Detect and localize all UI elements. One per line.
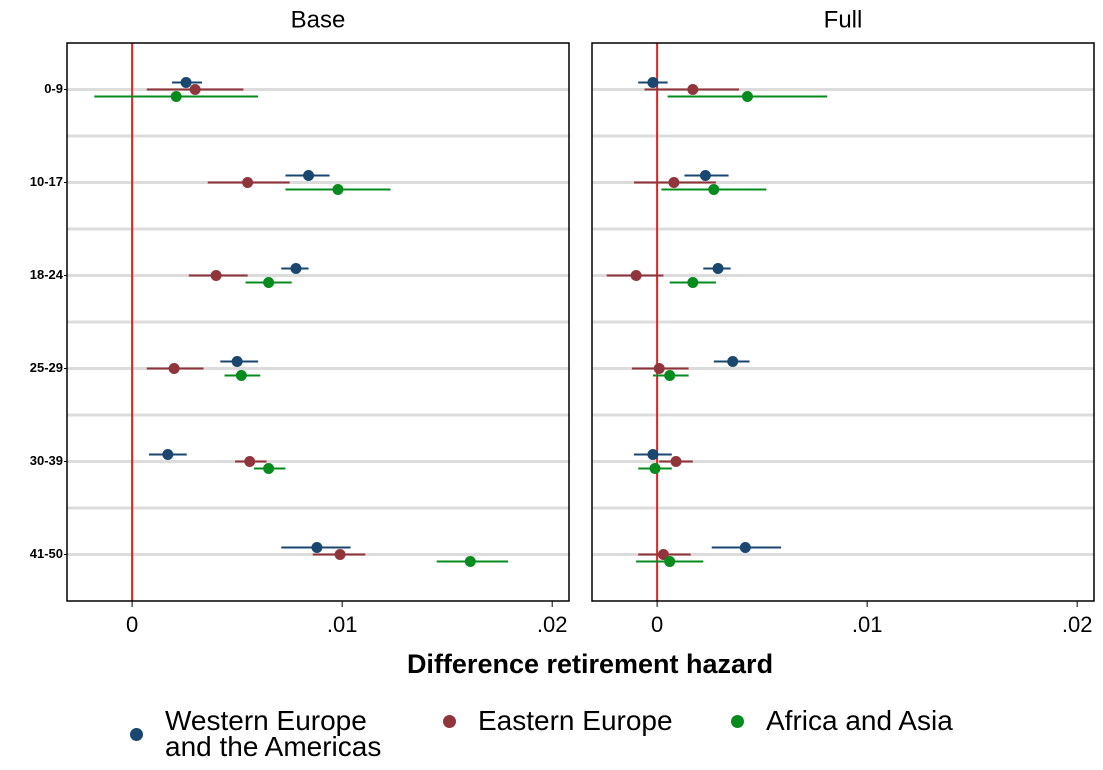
point: [739, 542, 751, 553]
x-tick-label: 0: [651, 612, 663, 637]
point: [290, 263, 302, 274]
point: [180, 77, 192, 88]
point: [664, 370, 676, 381]
point: [332, 184, 344, 195]
legend-item: Western Europe and the Americas: [130, 705, 400, 762]
point: [727, 356, 739, 367]
point: [303, 170, 315, 181]
x-tick-label: 0: [126, 612, 138, 637]
point: [647, 77, 659, 88]
legend-item: Eastern Europe: [443, 705, 728, 736]
legend-marker: [731, 714, 744, 728]
point: [263, 463, 275, 474]
point: [464, 556, 476, 567]
point: [210, 270, 222, 281]
point: [630, 270, 642, 281]
y-tick-label: 41-50: [30, 546, 63, 561]
x-tick-label: .01: [852, 612, 883, 637]
point: [647, 449, 659, 460]
legend-label: Africa and Asia: [766, 705, 953, 736]
legend-marker: [130, 727, 143, 741]
point: [653, 363, 665, 374]
point: [244, 456, 256, 467]
point: [242, 177, 254, 188]
point: [657, 549, 669, 560]
point: [189, 84, 201, 95]
point: [687, 84, 699, 95]
point: [231, 356, 243, 367]
legend-item: Africa and Asia: [731, 705, 1026, 736]
y-tick-label: 0-9: [44, 81, 63, 96]
point: [168, 363, 180, 374]
point: [311, 542, 323, 553]
point: [235, 370, 247, 381]
point: [664, 556, 676, 567]
legend-marker: [443, 714, 456, 728]
point: [162, 449, 174, 460]
x-axis-label: Difference retirement hazard: [407, 649, 773, 679]
point: [708, 184, 720, 195]
point: [687, 277, 699, 288]
point: [649, 463, 661, 474]
panel-title: Base: [291, 6, 346, 33]
x-tick-label: .02: [537, 612, 568, 637]
point: [670, 456, 682, 467]
y-tick-label: 18-24: [30, 267, 64, 282]
panel-title: Full: [824, 6, 863, 33]
point: [699, 170, 711, 181]
y-tick-label: 30-39: [30, 453, 63, 468]
chart: Base 0-9 10-17 18-24 25-29 30-39 41-50 0 .01 .02 D…: [30, 6, 1095, 679]
point: [712, 263, 724, 274]
x-tick-label: .02: [1062, 612, 1093, 637]
point: [170, 91, 182, 102]
legend-label: Eastern Europe: [478, 705, 673, 736]
point: [334, 549, 346, 560]
y-tick-label: 10-17: [30, 174, 63, 189]
panel-frame: [591, 42, 1095, 602]
panel-frame: [66, 42, 570, 602]
legend-label: Western Europe and the Americas: [165, 705, 382, 762]
point: [668, 177, 680, 188]
y-tick-label: 25-29: [30, 360, 63, 375]
x-tick-label: .01: [327, 612, 358, 637]
point: [263, 277, 275, 288]
point: [741, 91, 753, 102]
